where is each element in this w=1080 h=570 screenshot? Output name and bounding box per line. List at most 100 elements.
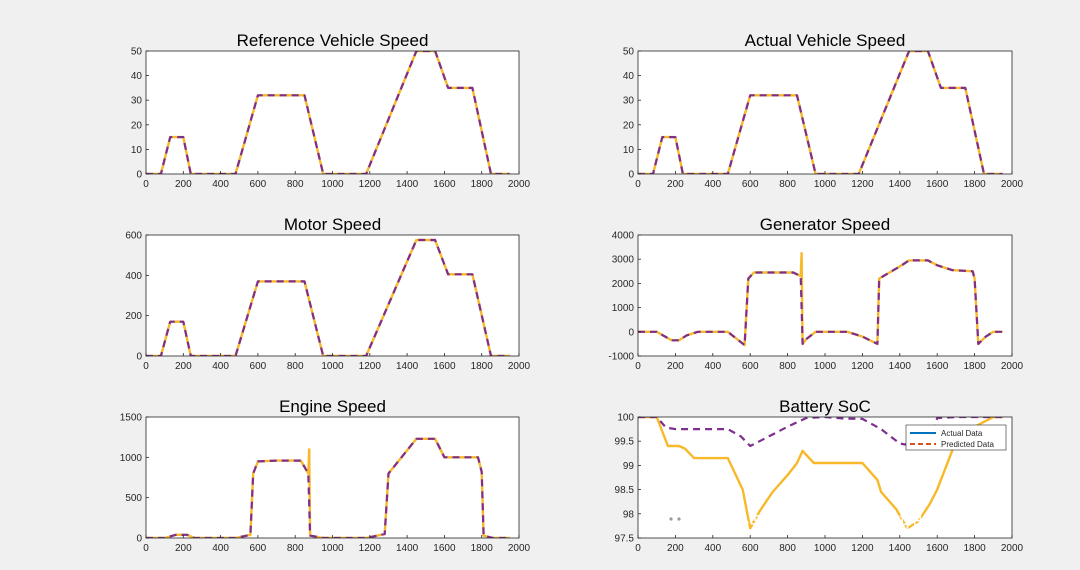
y-tick-label: 1000 [120, 453, 143, 464]
y-tick-label: 10 [131, 145, 143, 156]
x-tick-label: 2000 [508, 179, 531, 190]
y-tick-label: 0 [136, 352, 142, 363]
x-tick-label: 400 [212, 543, 229, 554]
wechat-eye [669, 517, 673, 521]
watermark-text: 公众号 · Matlab科研助手 [706, 514, 956, 539]
x-tick-label: 1600 [926, 361, 949, 372]
legend: Actual Data Predicted Data [905, 424, 1007, 451]
x-tick-label: 200 [667, 361, 684, 372]
x-tick-label: 2000 [508, 543, 531, 554]
x-tick-label: 800 [287, 361, 304, 372]
y-tick-label: 30 [131, 96, 143, 107]
x-tick-label: 0 [143, 179, 149, 190]
x-tick-label: 400 [704, 361, 721, 372]
watermark: 公众号 · Matlab科研助手 [665, 512, 956, 539]
x-tick-label: 1400 [889, 543, 912, 554]
x-tick-label: 400 [212, 179, 229, 190]
x-tick-label: 1000 [321, 543, 344, 554]
y-tick-label: 0 [628, 327, 634, 338]
x-tick-label: 1600 [433, 179, 456, 190]
x-tick-label: 600 [742, 543, 759, 554]
chart-title: Engine Speed [279, 397, 386, 416]
x-tick-label: 600 [742, 361, 759, 372]
y-tick-label: 20 [131, 120, 143, 131]
chart-title: Battery SoC [779, 397, 871, 416]
legend-box [905, 424, 1007, 451]
wechat-bubble-small [679, 523, 697, 537]
x-tick-label: 1800 [963, 543, 986, 554]
subplot-2: 0 200 400 600 800 1000 1200 1400 1600 1800 2000 0 10… [623, 31, 1024, 190]
y-tick-label: 40 [623, 71, 635, 82]
x-tick-label: 0 [635, 543, 641, 554]
y-tick-label: 20 [623, 120, 635, 131]
x-tick-label: 2000 [1001, 361, 1024, 372]
x-tick-label: 600 [742, 179, 759, 190]
x-tick-label: 1200 [359, 361, 382, 372]
y-tick-label: 3000 [612, 255, 635, 266]
wechat-icon [665, 512, 697, 537]
series-line-predicted [638, 417, 1003, 448]
x-tick-label: 400 [704, 543, 721, 554]
series-line-predicted [146, 238, 510, 356]
x-tick-label: 1400 [396, 543, 419, 554]
x-tick-label: 1600 [433, 543, 456, 554]
y-tick-label: 0 [628, 170, 634, 181]
x-tick-label: 1200 [359, 179, 382, 190]
x-tick-label: 2000 [1001, 179, 1024, 190]
y-tick-label: 500 [125, 493, 142, 504]
y-tick-label: 600 [125, 231, 142, 242]
chart-title: Motor Speed [284, 215, 381, 234]
x-tick-label: 0 [635, 179, 641, 190]
series-line-predicted [146, 437, 510, 538]
y-tick-label: 1500 [120, 413, 143, 424]
y-tick-label: 98 [623, 509, 635, 520]
x-tick-label: 200 [175, 543, 192, 554]
wechat-eye [677, 517, 681, 521]
x-tick-label: 400 [212, 361, 229, 372]
legend-entry: Predicted Data [941, 440, 994, 449]
subplot-4: 0 200 400 600 800 1000 1200 1400 1600 1800 2000 -10… [608, 215, 1023, 372]
chart-title: Generator Speed [760, 215, 890, 234]
x-tick-label: 200 [175, 361, 192, 372]
series-line-predicted [638, 51, 1003, 174]
x-tick-label: 800 [779, 179, 796, 190]
x-tick-label: 1400 [396, 179, 419, 190]
y-tick-label: 10 [623, 145, 635, 156]
chart-title: Reference Vehicle Speed [237, 31, 429, 50]
x-tick-label: 1800 [963, 179, 986, 190]
x-tick-label: 1000 [321, 179, 344, 190]
x-tick-label: 1400 [396, 361, 419, 372]
x-tick-label: 1200 [851, 361, 874, 372]
y-tick-label: 2000 [612, 279, 635, 290]
plot-area [146, 51, 519, 174]
y-tick-label: 200 [125, 311, 142, 322]
legend-entry: Actual Data [941, 429, 983, 438]
x-tick-label: 1800 [471, 543, 494, 554]
x-tick-label: 1600 [926, 543, 949, 554]
x-tick-label: 400 [704, 179, 721, 190]
x-tick-label: 1400 [889, 361, 912, 372]
x-tick-label: 1200 [851, 543, 874, 554]
y-tick-label: 98.5 [615, 485, 635, 496]
x-tick-label: 1000 [321, 361, 344, 372]
x-tick-label: 1200 [359, 543, 382, 554]
x-tick-label: 1600 [433, 361, 456, 372]
x-tick-label: 1800 [963, 361, 986, 372]
x-tick-label: 1000 [814, 179, 837, 190]
y-tick-label: 99.5 [615, 437, 635, 448]
x-tick-label: 200 [667, 179, 684, 190]
y-tick-label: 99 [623, 461, 635, 472]
subplot-3: 0 200 400 600 800 1000 1200 1400 1600 1800 2000 0 20… [125, 215, 530, 372]
y-tick-label: 400 [125, 271, 142, 282]
x-tick-label: 1200 [851, 179, 874, 190]
plot-area [638, 235, 1012, 356]
x-tick-label: 1000 [814, 543, 837, 554]
x-tick-label: 800 [287, 179, 304, 190]
subplot-6: 0 200 400 600 800 1000 1200 1400 1600 1800 2000 97.… [615, 397, 1024, 554]
x-tick-label: 800 [779, 361, 796, 372]
x-tick-label: 1000 [814, 361, 837, 372]
wechat-bubble-large [665, 512, 685, 530]
x-tick-label: 0 [143, 543, 149, 554]
y-tick-label: 97.5 [615, 534, 635, 545]
x-tick-label: 600 [250, 179, 267, 190]
